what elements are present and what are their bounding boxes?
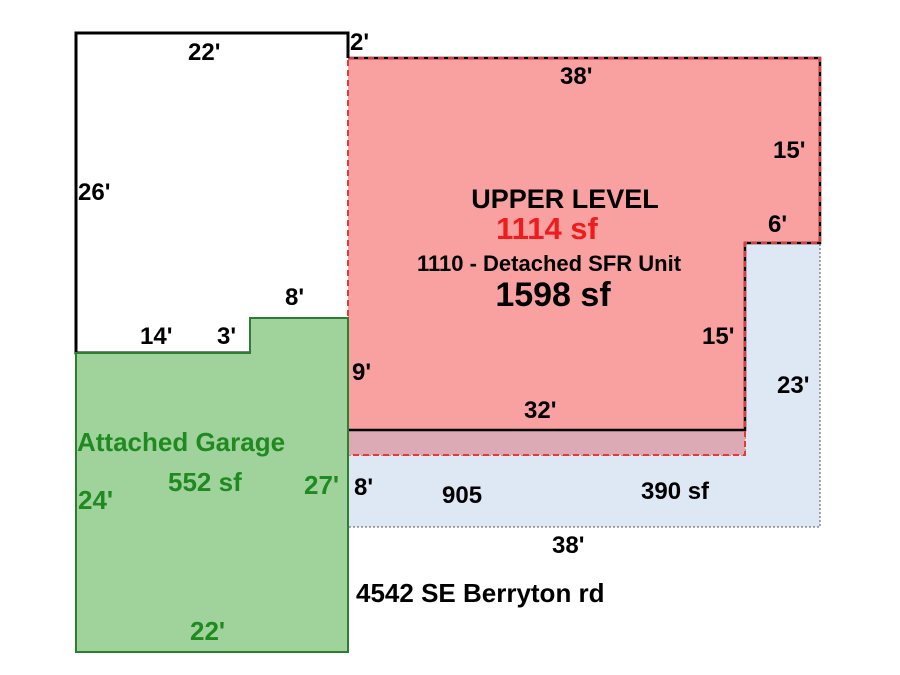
upper-title: UPPER LEVEL bbox=[471, 184, 659, 214]
dim-right-notch: 6' bbox=[768, 211, 787, 238]
dim-top-step: 2' bbox=[350, 29, 369, 56]
dim-right-lower: 23' bbox=[777, 372, 809, 399]
upper-unit-area: 1598 sf bbox=[495, 276, 611, 314]
dim-notch-top: 8' bbox=[285, 284, 304, 311]
main-level-outline bbox=[74, 31, 350, 355]
lower-label-b: 390 sf bbox=[641, 478, 710, 505]
dim-garage-left: 24' bbox=[78, 485, 113, 515]
dim-garage-bottom: 22' bbox=[190, 616, 225, 646]
dim-upper-bottom: 32' bbox=[524, 397, 556, 424]
upper-unit-label: 1110 - Detached SFR Unit bbox=[417, 251, 682, 276]
dim-left-upper: 9' bbox=[352, 359, 371, 386]
dim-left-main: 26' bbox=[78, 179, 110, 206]
upper-level-area bbox=[348, 58, 820, 455]
dim-top-left: 22' bbox=[188, 39, 220, 66]
garage-area bbox=[75, 317, 349, 653]
dim-inner-right: 15' bbox=[702, 323, 734, 350]
dim-garage-side: 27' bbox=[304, 470, 339, 500]
garage-title: Attached Garage bbox=[77, 427, 285, 457]
garage-area-label: 552 sf bbox=[168, 467, 242, 497]
dim-right-upper: 15' bbox=[773, 137, 805, 164]
dim-top-upper: 38' bbox=[560, 63, 592, 90]
dim-bottom-left: 14' bbox=[140, 323, 172, 350]
dim-notch-side: 3' bbox=[217, 323, 236, 350]
overlap-strip bbox=[349, 431, 744, 454]
address-label: 4542 SE Berryton rd bbox=[356, 578, 605, 608]
dim-lower-left: 8' bbox=[354, 474, 373, 501]
dim-lower-bottom: 38' bbox=[552, 532, 584, 559]
lower-label-a: 905 bbox=[442, 482, 482, 509]
upper-area: 1114 sf bbox=[496, 211, 598, 246]
